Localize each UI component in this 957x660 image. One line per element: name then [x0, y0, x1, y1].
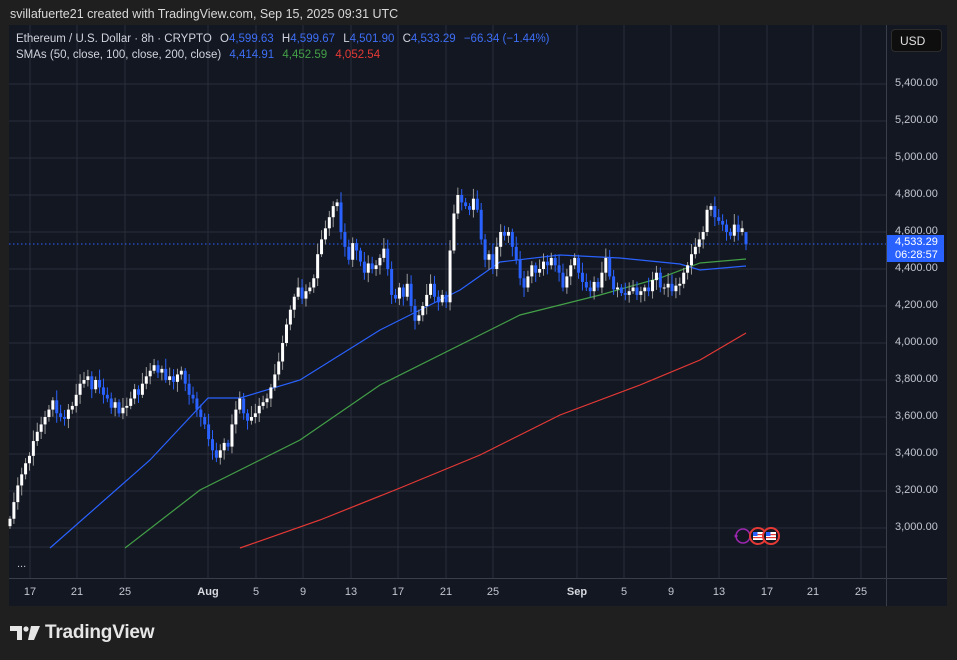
tradingview-logo-icon	[10, 626, 40, 640]
price-tick-label: 3,400.00	[895, 447, 938, 459]
chart-frame[interactable]	[9, 25, 947, 606]
time-tick-label: 17	[391, 586, 405, 598]
time-tick-label: 25	[486, 586, 500, 598]
brand-name: TradingView	[45, 622, 155, 643]
sma50-value: 4,414.91	[229, 49, 275, 61]
price-tick-label: 4,400.00	[895, 262, 938, 274]
sma-label: SMAs (50, close, 100, close, 200, close)	[16, 49, 222, 61]
event-markers[interactable]	[731, 526, 791, 546]
candles	[8, 187, 748, 529]
change-value: −66.34 (−1.44%)	[463, 33, 550, 45]
time-tick-label: 17	[23, 586, 37, 598]
last-price-tag: 4,533.29 06:28:57	[887, 235, 944, 262]
time-tick-label: 17	[760, 586, 774, 598]
time-tick-label: 13	[712, 586, 726, 598]
price-tick-label: 5,400.00	[895, 77, 938, 89]
price-tick-label: 4,600.00	[895, 225, 938, 237]
time-tick-label: 9	[667, 586, 675, 598]
tradingview-logo[interactable]: TradingView	[10, 622, 155, 644]
sma200-line	[239, 332, 747, 549]
time-tick-label: 25	[118, 586, 132, 598]
time-tick-label: 13	[344, 586, 358, 598]
sma200-value: 4,052.54	[335, 49, 381, 61]
high-value: 4,599.67	[290, 33, 335, 45]
price-tick-label: 3,800.00	[895, 373, 938, 385]
sma-legend[interactable]: SMAs (50, close, 100, close, 200, close)…	[16, 49, 380, 61]
symbol-name: Ethereum / U.S. Dollar · 8h · CRYPTO	[16, 33, 212, 45]
last-price: 4,533.29	[895, 236, 938, 248]
price-axis-border	[886, 25, 887, 606]
price-tick-label: 3,200.00	[895, 484, 938, 496]
price-tick-label: 5,200.00	[895, 114, 938, 126]
time-tick-label: 5	[620, 586, 628, 598]
time-tick-label: Aug	[197, 586, 219, 598]
open-value: 4,599.63	[228, 33, 274, 45]
time-tick-label: 21	[806, 586, 820, 598]
symbol-legend[interactable]: Ethereum / U.S. Dollar · 8h · CRYPTO O4,…	[16, 33, 550, 45]
price-tick-label: 5,000.00	[895, 151, 938, 163]
grid-lines	[9, 25, 886, 578]
time-tick-label: Sep	[566, 586, 588, 598]
time-tick-label: 21	[439, 586, 453, 598]
time-tick-label: 21	[70, 586, 84, 598]
us-flag-icon	[762, 527, 780, 545]
sma100-value: 4,452.59	[282, 49, 328, 61]
time-tick-label: 5	[252, 586, 260, 598]
sma100-line	[124, 258, 747, 549]
price-tick-label: 4,200.00	[895, 299, 938, 311]
price-tick-label: 3,000.00	[895, 521, 938, 533]
chart-credit: svillafuerte21 created with TradingView.…	[10, 7, 399, 21]
low-value: 4,501.90	[349, 33, 395, 45]
more-button[interactable]: ...	[17, 558, 27, 570]
close-value: 4,533.29	[410, 33, 456, 45]
price-tick-label: 4,000.00	[895, 336, 938, 348]
time-axis-border	[9, 578, 947, 579]
price-tick-label: 3,600.00	[895, 410, 938, 422]
price-tick-label: 4,800.00	[895, 188, 938, 200]
bar-countdown: 06:28:57	[895, 248, 938, 261]
time-tick-label: 25	[854, 586, 868, 598]
sma50-line	[49, 254, 747, 549]
time-tick-label: 9	[299, 586, 307, 598]
spark-event-icon	[734, 528, 751, 544]
currency-button[interactable]: USD	[891, 29, 942, 52]
